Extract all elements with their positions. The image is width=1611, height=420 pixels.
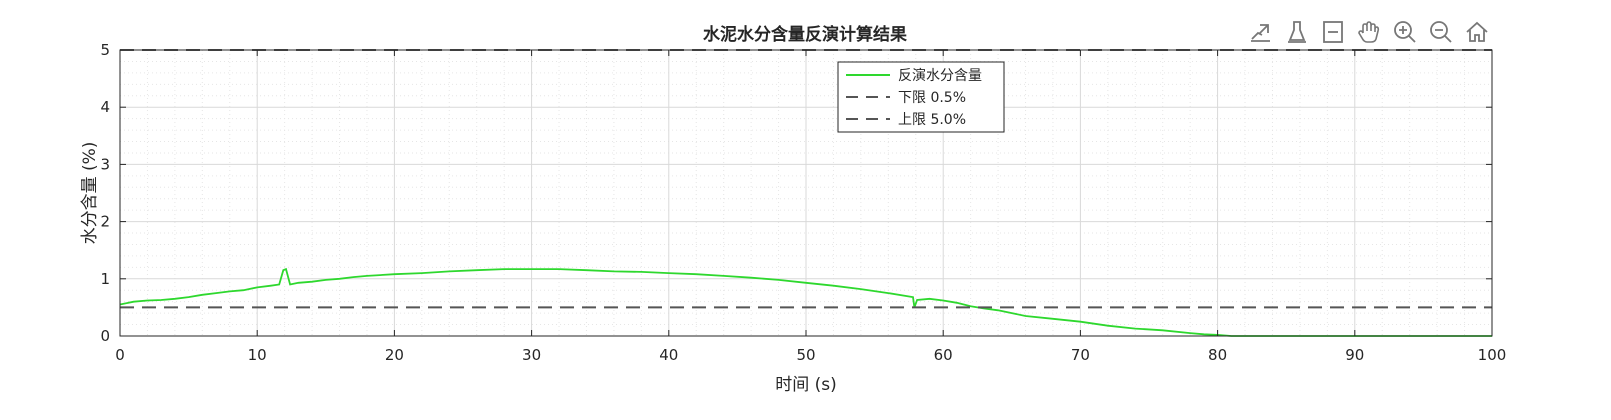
y-tick-label: 4 [100, 98, 110, 116]
figure-toolbar [1245, 14, 1493, 50]
x-tick-label: 80 [1208, 346, 1227, 364]
y-tick-label: 5 [100, 41, 110, 59]
x-tick-label: 70 [1071, 346, 1090, 364]
zoom-in-icon [1394, 21, 1416, 43]
y-tick-label: 2 [100, 213, 110, 231]
x-tick-label: 0 [115, 346, 125, 364]
legend-entry-label: 下限 0.5% [898, 90, 966, 106]
x-axis-label: 时间 (s) [775, 375, 837, 395]
y-tick-label: 3 [100, 155, 110, 173]
datatip-icon [1323, 21, 1343, 43]
legend-entry-label: 上限 5.0% [898, 112, 966, 128]
x-tick-label: 100 [1478, 346, 1507, 364]
y-tick-label: 1 [100, 270, 110, 288]
series-line [119, 267, 1492, 337]
x-tick-label: 30 [522, 346, 541, 364]
x-tick-label: 50 [796, 346, 815, 364]
datatip-button[interactable] [1317, 16, 1349, 48]
brush-icon [1288, 21, 1306, 43]
home-button[interactable] [1461, 16, 1493, 48]
x-tick-label: 40 [659, 346, 678, 364]
zoom-out-button[interactable] [1425, 16, 1457, 48]
chart-title: 水泥水分含量反演计算结果 [703, 24, 907, 45]
x-tick-label: 10 [248, 346, 267, 364]
y-tick-label: 0 [100, 327, 110, 345]
export-button[interactable] [1245, 16, 1277, 48]
home-icon [1466, 21, 1488, 42]
x-tick-label: 90 [1345, 346, 1364, 364]
x-tick-label: 60 [934, 346, 953, 364]
pan-hand-icon [1358, 21, 1380, 43]
x-tick-label: 20 [385, 346, 404, 364]
legend-entry-label: 反演水分含量 [898, 68, 982, 84]
zoom-in-button[interactable] [1389, 16, 1421, 48]
zoom-out-icon [1430, 21, 1452, 43]
pan-button[interactable] [1353, 16, 1385, 48]
export-icon [1251, 24, 1270, 42]
brush-button[interactable] [1281, 16, 1313, 48]
legend-box [837, 61, 1005, 133]
y-axis-label: 水分含量 (%) [80, 142, 100, 245]
grid [119, 49, 1493, 337]
axes: 0 10 20 30 40 50 60 70 80 90 100 0 1 2 3 4 5 [100, 41, 1506, 364]
